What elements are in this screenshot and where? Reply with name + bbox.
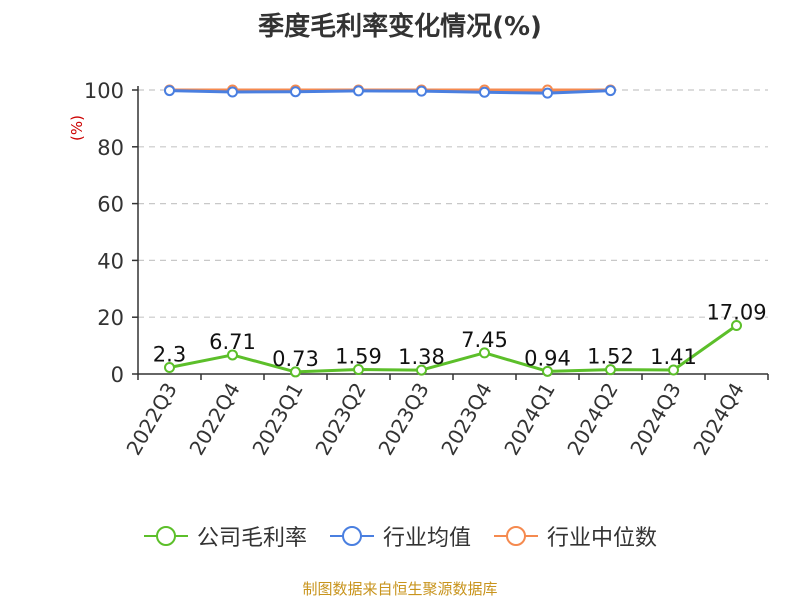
x-tick-label: 2024Q1	[499, 379, 559, 460]
data-point	[605, 85, 616, 97]
y-tick-label: 0	[111, 363, 124, 387]
x-tick-label: 2023Q4	[436, 379, 496, 460]
y-tick-label: 40	[97, 249, 124, 273]
series-line	[169, 89, 611, 95]
legend-label: 公司毛利率	[196, 526, 307, 551]
data-label: 0.73	[272, 347, 319, 371]
data-point	[479, 347, 490, 359]
legend-label: 行业中位数	[547, 526, 658, 551]
chart-title: 季度毛利率变化情况(%)	[258, 12, 542, 42]
data-point	[542, 365, 553, 377]
data-label: 1.52	[587, 345, 634, 369]
data-point	[290, 86, 301, 98]
legend-label: 行业均值	[382, 526, 471, 551]
x-tick-label: 2024Q2	[562, 379, 622, 460]
data-point	[227, 349, 238, 361]
x-tick-label: 2022Q4	[184, 379, 244, 460]
x-tick-label: 2022Q3	[121, 379, 181, 460]
data-point	[479, 86, 490, 98]
legend-item[interactable]: 行业均值	[329, 520, 471, 552]
data-point	[164, 361, 175, 373]
legend-swatch-icon	[329, 526, 374, 546]
data-point	[542, 87, 553, 99]
data-label: 7.45	[461, 328, 508, 352]
data-point	[731, 319, 742, 331]
legend: 公司毛利率 行业均值 行业中位数	[0, 518, 800, 554]
series-line	[169, 324, 738, 374]
data-point	[668, 364, 679, 376]
x-tick-label: 2024Q3	[625, 379, 685, 460]
y-tick-label: 20	[97, 306, 124, 330]
data-point	[605, 364, 616, 376]
data-point	[164, 85, 175, 97]
x-tick-label: 2024Q4	[688, 379, 748, 460]
data-point	[416, 85, 427, 97]
x-tick-label: 2023Q3	[373, 379, 433, 460]
y-axis-label: (%)	[68, 115, 86, 141]
data-label: 17.09	[706, 300, 766, 324]
y-tick-label: 60	[97, 193, 124, 217]
data-point	[227, 86, 238, 98]
data-label: 1.38	[398, 345, 445, 369]
data-point	[290, 366, 301, 378]
data-label: 2.3	[153, 342, 186, 366]
x-tick-label: 2023Q1	[247, 379, 307, 460]
legend-item[interactable]: 公司毛利率	[143, 520, 307, 552]
data-label: 1.59	[335, 344, 382, 368]
legend-swatch-icon	[494, 526, 538, 546]
data-point	[353, 85, 364, 97]
legend-item[interactable]: 行业中位数	[493, 520, 657, 552]
y-tick-label: 80	[97, 136, 124, 160]
data-point	[416, 364, 427, 376]
data-label: 0.94	[524, 346, 571, 370]
data-label: 1.41	[650, 345, 697, 369]
data-point	[353, 363, 364, 375]
source-note: 制图数据来自恒生聚源数据库	[302, 580, 498, 598]
x-tick-label: 2023Q2	[310, 379, 370, 460]
y-tick-label: 100	[84, 79, 124, 103]
legend-swatch-icon	[143, 526, 188, 546]
data-label: 6.71	[209, 330, 256, 354]
